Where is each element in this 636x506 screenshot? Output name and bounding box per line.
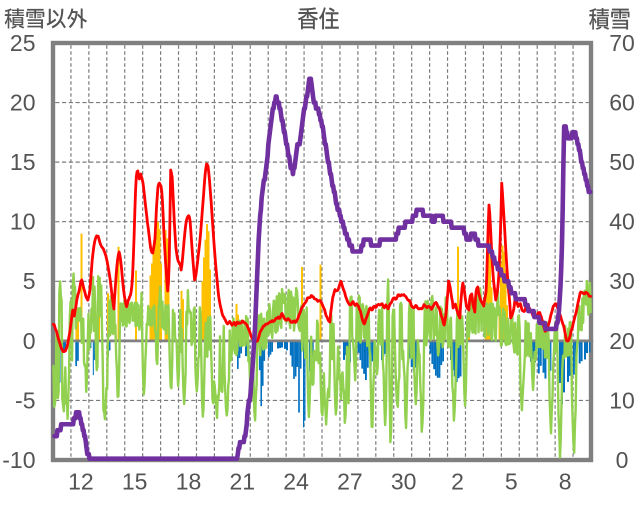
- svg-text:60: 60: [609, 89, 635, 115]
- svg-text:15: 15: [10, 149, 36, 175]
- svg-text:21: 21: [230, 469, 256, 495]
- svg-text:25: 25: [10, 30, 36, 56]
- svg-text:0: 0: [616, 447, 629, 473]
- svg-text:10: 10: [10, 209, 36, 235]
- svg-text:30: 30: [391, 469, 417, 495]
- svg-text:20: 20: [10, 89, 36, 115]
- svg-text:40: 40: [609, 209, 635, 235]
- svg-text:27: 27: [337, 469, 363, 495]
- svg-text:18: 18: [176, 469, 202, 495]
- svg-text:15: 15: [122, 469, 148, 495]
- svg-text:-5: -5: [15, 387, 35, 413]
- svg-text:5: 5: [505, 469, 518, 495]
- svg-text:0: 0: [23, 328, 36, 354]
- svg-text:2: 2: [451, 469, 464, 495]
- svg-text:50: 50: [609, 149, 635, 175]
- svg-text:30: 30: [609, 268, 635, 294]
- svg-text:12: 12: [68, 469, 94, 495]
- svg-text:8: 8: [559, 469, 572, 495]
- svg-text:5: 5: [23, 268, 36, 294]
- svg-text:20: 20: [609, 328, 635, 354]
- svg-text:70: 70: [609, 30, 635, 56]
- svg-text:24: 24: [283, 469, 309, 495]
- svg-text:-10: -10: [2, 447, 35, 473]
- svg-text:10: 10: [609, 387, 635, 413]
